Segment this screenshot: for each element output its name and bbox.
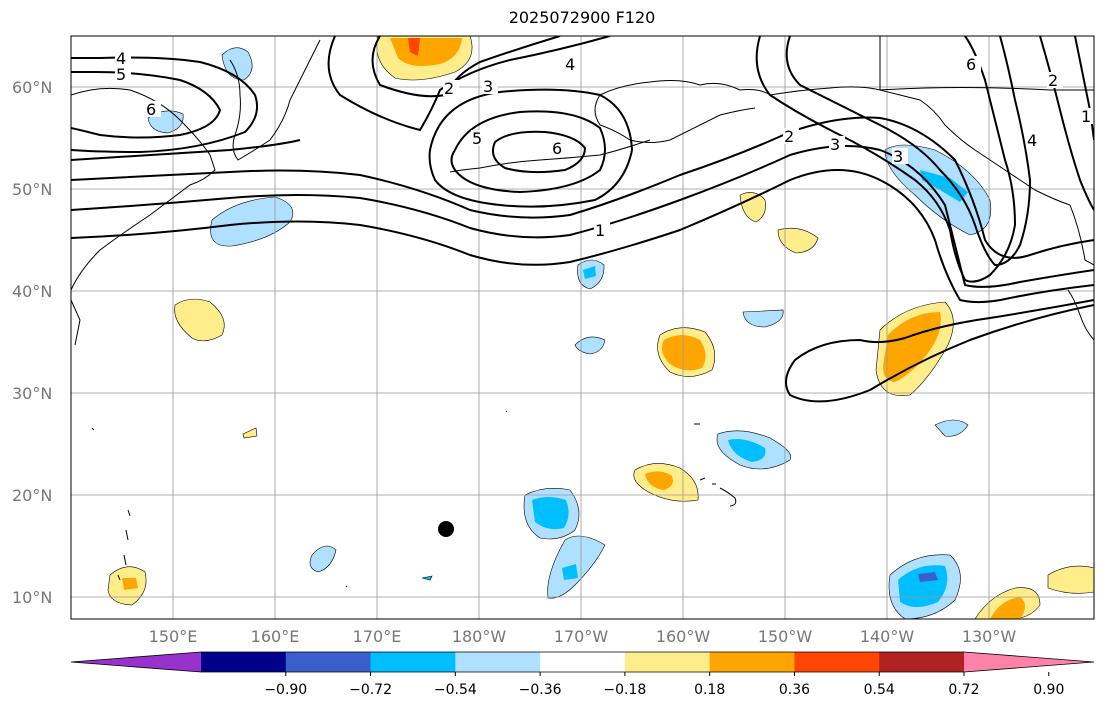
contour-label: 3: [893, 147, 903, 166]
warm-blob-west: [174, 298, 225, 342]
hawaii-islands: [699, 477, 737, 507]
contour-label: 5: [472, 129, 482, 148]
contour-5: [71, 71, 222, 139]
map-title: 2025072900 F120: [508, 8, 656, 27]
contour-3-north: [327, 36, 611, 132]
contour-label: 2: [784, 127, 794, 146]
lon-tick-label: 180°W: [452, 627, 507, 646]
colorbar-segment: [624, 652, 711, 672]
map-frame: [70, 35, 1095, 620]
lat-tick-label: 10°N: [12, 588, 52, 607]
lon-tick-label: 140°W: [860, 627, 915, 646]
colorbar-tick-label: 0.72: [948, 682, 979, 698]
colorbar-segment: [709, 652, 795, 672]
lat-tick-label: 40°N: [12, 282, 52, 301]
contour-label: 1: [595, 221, 605, 240]
contour-label: 3: [483, 77, 493, 96]
contour-low-4: [428, 88, 634, 208]
colorbar-segment: [370, 652, 456, 672]
colorbar-segment: [879, 652, 965, 672]
contour-jet-east: [755, 36, 1017, 283]
lat-tick-label: 60°N: [12, 78, 52, 97]
storm-center-marker: [438, 521, 454, 537]
graticule: [71, 36, 1094, 619]
contour-1: [71, 169, 1094, 304]
colorbar-extend-min: [71, 652, 201, 672]
lon-tick-label: 170°E: [353, 627, 402, 646]
contour-6: [71, 56, 258, 154]
colorbar-tick-label: −0.90: [264, 682, 307, 698]
contour-label-group: 4 5 6 2 3 4 5 6 2 3 3 1 6 2 4 1: [115, 49, 1094, 240]
contour-4: [71, 139, 301, 161]
contour-label: 4: [116, 49, 126, 68]
colorbar-tick-label: 0.36: [779, 682, 810, 698]
contour-3: [71, 116, 1094, 259]
contour-low-5: [450, 110, 606, 194]
shaded-anomalies: [107, 36, 1094, 619]
colorbar-segment: [285, 652, 372, 672]
contour-label: 3: [830, 135, 840, 154]
lon-tick-label: 150°E: [149, 627, 198, 646]
lon-tick-label: 160°E: [251, 627, 300, 646]
lat-axis: 60°N 50°N 40°N 30°N 20°N 10°N: [12, 78, 52, 607]
contour-label: 4: [565, 55, 575, 74]
colorbar-segment: [201, 652, 287, 672]
contour-label: 2: [1048, 71, 1058, 90]
colorbar-outline: [70, 651, 1095, 673]
colorbar-segment: [455, 652, 541, 672]
lon-tick-label: 150°W: [758, 627, 813, 646]
lat-tick-label: 30°N: [12, 384, 52, 403]
colorbar-segment: [540, 652, 626, 672]
colorbar-tick-label: −0.36: [519, 682, 562, 698]
contour-label: 5: [116, 65, 126, 84]
lon-tick-label: 130°W: [962, 627, 1017, 646]
colorbar-tick-label: −0.18: [603, 682, 646, 698]
colorbar-tick-label: −0.54: [434, 682, 477, 698]
lon-tick-label: 160°W: [656, 627, 711, 646]
contour-label: 6: [966, 55, 976, 74]
contour-label: 2: [444, 79, 454, 98]
kamchatka-coast: [71, 87, 216, 291]
lon-axis: 150°E 160°E 170°E 180°W 170°W 160°W 150°…: [149, 627, 1017, 646]
contour-lines: [71, 36, 1094, 403]
contour-label: 4: [1027, 131, 1037, 150]
colorbar-segment: [794, 652, 880, 672]
lon-tick-label: 170°W: [554, 627, 609, 646]
contour-label: 1: [1081, 107, 1091, 126]
colorbar-tick-label: 0.18: [694, 682, 725, 698]
lat-tick-label: 20°N: [12, 486, 52, 505]
contour-low-center: [492, 130, 587, 174]
contour-label: 6: [552, 139, 562, 158]
lat-tick-label: 50°N: [12, 180, 52, 199]
colorbar-extend-max: [964, 652, 1094, 672]
contour-label: 6: [146, 100, 156, 119]
contour-closed-east: [785, 299, 1094, 403]
colorbar-tick-label: 0.54: [864, 682, 895, 698]
colorbar: −0.90 −0.72 −0.54 −0.36 −0.18 0.18 0.36 0.54 0.7…: [70, 651, 1095, 698]
colorbar-tick-label: −0.72: [349, 682, 392, 698]
colorbar-tick-label: 0.90: [1033, 682, 1064, 698]
coastlines: [71, 36, 1094, 588]
